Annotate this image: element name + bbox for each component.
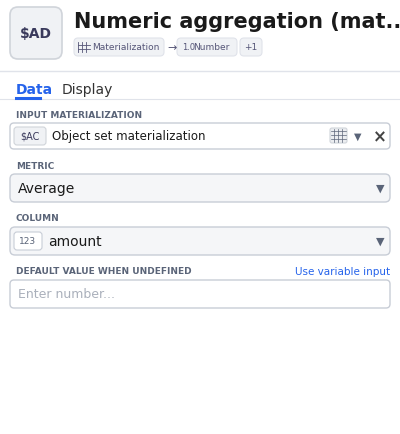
Text: Number: Number [193,43,229,53]
FancyBboxPatch shape [240,39,262,57]
FancyBboxPatch shape [74,39,164,57]
FancyBboxPatch shape [14,128,46,146]
Text: Use variable input: Use variable input [295,266,390,276]
Text: ▼: ▼ [376,184,384,194]
Text: 123: 123 [20,237,36,246]
Text: ▼: ▼ [354,132,362,141]
Text: Enter number...: Enter number... [18,288,115,301]
Text: →: → [167,43,176,53]
Text: INPUT MATERIALIZATION: INPUT MATERIALIZATION [16,111,142,120]
Text: amount: amount [48,234,102,248]
Text: COLUMN: COLUMN [16,214,60,223]
Text: Data: Data [16,83,53,97]
FancyBboxPatch shape [330,129,347,144]
Text: ×: × [373,128,387,146]
Text: Numeric aggregation (mat...: Numeric aggregation (mat... [74,12,400,32]
Text: METRIC: METRIC [16,162,54,171]
Text: Display: Display [62,83,113,97]
FancyBboxPatch shape [10,8,62,60]
Text: Materialization: Materialization [92,43,159,53]
FancyBboxPatch shape [10,174,390,203]
FancyBboxPatch shape [10,227,390,256]
Text: Object set materialization: Object set materialization [52,130,206,143]
Text: ▼: ▼ [376,237,384,247]
Text: +1: +1 [244,43,258,53]
Text: $AC: $AC [20,132,40,141]
FancyBboxPatch shape [10,124,390,150]
FancyBboxPatch shape [10,280,390,308]
Text: $AD: $AD [20,27,52,41]
FancyBboxPatch shape [14,233,42,250]
Text: 1.0: 1.0 [182,43,195,53]
Text: Average: Average [18,181,75,196]
Text: DEFAULT VALUE WHEN UNDEFINED: DEFAULT VALUE WHEN UNDEFINED [16,267,192,276]
FancyBboxPatch shape [177,39,237,57]
